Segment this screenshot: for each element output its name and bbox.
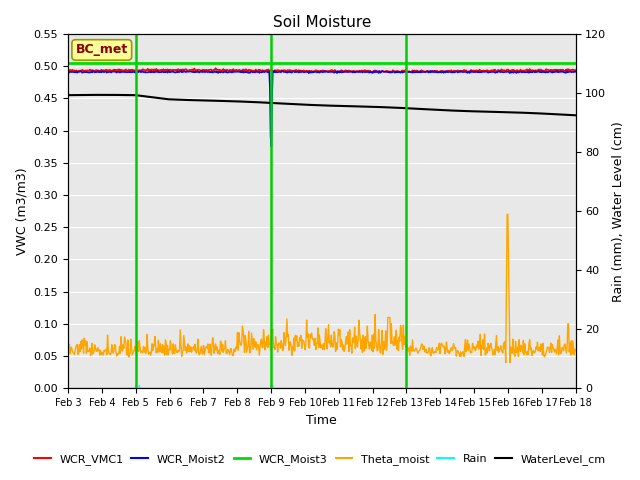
- WCR_Moist2: [89, 68, 97, 74]
- Title: Soil Moisture: Soil Moisture: [273, 15, 371, 30]
- WaterLevel_cm: [572, 112, 579, 118]
- WCR_VMC1: [399, 69, 407, 74]
- WCR_VMC1: [384, 68, 392, 74]
- Rain: [399, 385, 406, 391]
- Rain: [125, 385, 133, 391]
- WCR_VMC1: [64, 68, 72, 73]
- WCR_VMC1: [177, 68, 185, 73]
- WCR_Moist2: [178, 69, 186, 75]
- Rain: [74, 385, 81, 391]
- WaterLevel_cm: [384, 105, 392, 110]
- Theta_moist: [74, 342, 81, 348]
- WCR_VMC1: [204, 67, 212, 73]
- Rain: [205, 385, 212, 391]
- Theta_moist: [572, 348, 579, 353]
- WCR_Moist2: [205, 69, 212, 75]
- Rain: [64, 385, 72, 391]
- WCR_Moist3: [74, 60, 81, 66]
- Line: Theta_moist: Theta_moist: [68, 215, 575, 362]
- WCR_Moist2: [268, 144, 275, 149]
- Legend: WCR_VMC1, WCR_Moist2, WCR_Moist3, Theta_moist, Rain, WaterLevel_cm: WCR_VMC1, WCR_Moist2, WCR_Moist3, Theta_…: [29, 450, 611, 469]
- WCR_VMC1: [212, 65, 220, 71]
- Line: WCR_Moist2: WCR_Moist2: [68, 71, 575, 146]
- WCR_Moist3: [398, 60, 406, 66]
- WaterLevel_cm: [64, 92, 72, 98]
- Line: WCR_VMC1: WCR_VMC1: [68, 68, 575, 72]
- Theta_moist: [125, 350, 133, 356]
- Text: BC_met: BC_met: [76, 43, 128, 57]
- WCR_Moist3: [177, 60, 185, 66]
- Theta_moist: [502, 360, 509, 365]
- WCR_VMC1: [397, 70, 404, 75]
- Y-axis label: VWC (m3/m3): VWC (m3/m3): [15, 168, 28, 255]
- Y-axis label: Rain (mm), Water Level (cm): Rain (mm), Water Level (cm): [612, 121, 625, 301]
- WCR_Moist3: [383, 60, 391, 66]
- WCR_Moist3: [572, 60, 579, 66]
- Theta_moist: [177, 340, 185, 346]
- WCR_Moist3: [64, 60, 72, 66]
- WaterLevel_cm: [98, 92, 106, 98]
- WaterLevel_cm: [399, 105, 406, 111]
- Theta_moist: [383, 341, 391, 347]
- WCR_Moist3: [125, 60, 133, 66]
- WaterLevel_cm: [74, 92, 81, 98]
- Rain: [384, 385, 392, 391]
- Line: Rain: Rain: [68, 386, 575, 388]
- WCR_VMC1: [74, 69, 81, 74]
- WCR_Moist2: [74, 70, 81, 75]
- WaterLevel_cm: [205, 98, 212, 104]
- WCR_Moist3: [204, 60, 212, 66]
- Rain: [132, 383, 140, 389]
- WCR_Moist2: [399, 69, 407, 75]
- WCR_Moist2: [126, 69, 134, 74]
- Theta_moist: [64, 342, 72, 348]
- WCR_VMC1: [572, 67, 579, 73]
- WCR_Moist2: [64, 69, 72, 75]
- Theta_moist: [398, 339, 406, 345]
- WCR_VMC1: [125, 67, 133, 73]
- Theta_moist: [204, 341, 212, 347]
- WCR_Moist2: [572, 69, 579, 74]
- WaterLevel_cm: [126, 92, 134, 98]
- Rain: [178, 385, 186, 391]
- WaterLevel_cm: [178, 97, 186, 103]
- Rain: [572, 385, 579, 391]
- Line: WaterLevel_cm: WaterLevel_cm: [68, 95, 575, 115]
- X-axis label: Time: Time: [307, 414, 337, 427]
- Theta_moist: [503, 212, 511, 217]
- WCR_Moist2: [385, 70, 392, 75]
